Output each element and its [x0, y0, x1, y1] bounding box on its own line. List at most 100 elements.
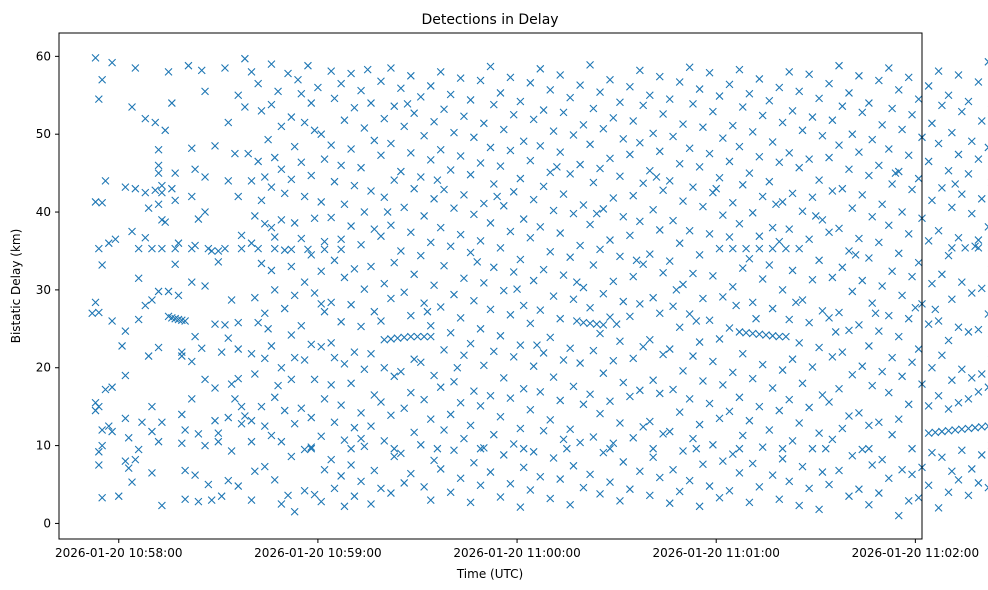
- data-point: [519, 301, 528, 310]
- data-point: [410, 270, 419, 279]
- data-point: [645, 491, 654, 500]
- series-track-approaching: [924, 422, 988, 438]
- data-point: [390, 258, 399, 267]
- data-point: [466, 96, 475, 104]
- data-point: [884, 474, 893, 483]
- data-point: [639, 101, 648, 110]
- data-point: [835, 308, 843, 317]
- data-point: [357, 434, 365, 443]
- data-point: [307, 99, 316, 107]
- data-point: [277, 437, 286, 446]
- data-point: [161, 126, 170, 135]
- data-point: [260, 173, 269, 181]
- data-point: [586, 470, 594, 479]
- data-point: [652, 173, 661, 181]
- data-point: [977, 117, 986, 125]
- data-point: [393, 334, 402, 343]
- data-point: [529, 447, 538, 456]
- data-point: [745, 89, 754, 98]
- data-point: [878, 120, 887, 129]
- data-point: [855, 409, 863, 417]
- data-point: [868, 212, 877, 221]
- data-point: [387, 294, 395, 303]
- data-point: [692, 444, 701, 453]
- data-point: [360, 365, 369, 374]
- data-point: [898, 125, 906, 134]
- data-point: [708, 271, 717, 280]
- data-point: [440, 426, 448, 434]
- data-point: [406, 71, 415, 80]
- data-point: [572, 317, 581, 325]
- data-point: [649, 453, 658, 462]
- data-point: [961, 243, 970, 252]
- data-point: [297, 234, 306, 243]
- data-point: [596, 489, 604, 498]
- data-point: [874, 327, 883, 336]
- data-point: [177, 439, 186, 448]
- data-point: [655, 389, 664, 398]
- data-point: [387, 64, 395, 72]
- data-point: [479, 361, 488, 370]
- data-point: [526, 156, 535, 165]
- data-point: [967, 289, 976, 297]
- data-point: [596, 245, 604, 254]
- data-point: [486, 143, 495, 152]
- data-point: [957, 365, 966, 374]
- data-point: [420, 395, 429, 404]
- data-point: [908, 444, 916, 453]
- data-point: [347, 444, 355, 453]
- data-point: [768, 138, 777, 146]
- data-point: [340, 116, 349, 125]
- data-point: [924, 320, 933, 329]
- data-point: [725, 80, 734, 89]
- data-point: [187, 357, 196, 366]
- data-point: [616, 419, 624, 427]
- data-point: [785, 225, 794, 234]
- data-point: [718, 293, 727, 301]
- data-point: [466, 248, 475, 257]
- data-point: [705, 68, 714, 77]
- data-point: [367, 187, 375, 195]
- series-cluster-24km: [380, 332, 435, 344]
- data-point: [665, 345, 674, 353]
- data-point: [380, 114, 389, 123]
- data-point: [390, 176, 399, 185]
- data-point: [367, 500, 375, 508]
- data-point: [270, 286, 279, 294]
- data-point: [692, 317, 701, 325]
- data-point: [370, 391, 379, 399]
- data-point: [151, 186, 160, 195]
- data-point: [974, 325, 983, 334]
- data-point: [655, 72, 664, 81]
- data-point: [705, 399, 714, 408]
- data-point: [845, 412, 853, 420]
- data-point: [496, 89, 505, 97]
- data-point: [496, 331, 505, 340]
- data-point: [599, 321, 608, 329]
- data-point: [871, 309, 880, 318]
- data-point: [310, 490, 319, 499]
- data-point: [815, 94, 823, 103]
- data-point: [377, 232, 385, 241]
- data-point: [539, 426, 548, 435]
- data-point: [274, 381, 282, 390]
- data-point: [858, 445, 867, 454]
- data-point: [815, 343, 823, 352]
- data-point: [954, 475, 963, 484]
- data-point: [420, 212, 429, 220]
- data-point: [838, 102, 847, 111]
- data-point: [888, 267, 897, 276]
- data-point: [217, 348, 226, 357]
- data-point: [695, 163, 704, 171]
- data-point: [782, 244, 790, 253]
- data-point: [287, 262, 296, 271]
- data-point: [566, 425, 575, 434]
- data-point: [924, 236, 933, 245]
- data-point: [91, 406, 100, 415]
- series-cluster-25km-mid: [572, 317, 608, 329]
- data-point: [934, 503, 943, 512]
- data-point: [742, 328, 750, 337]
- data-point: [420, 299, 429, 308]
- data-point: [476, 481, 485, 490]
